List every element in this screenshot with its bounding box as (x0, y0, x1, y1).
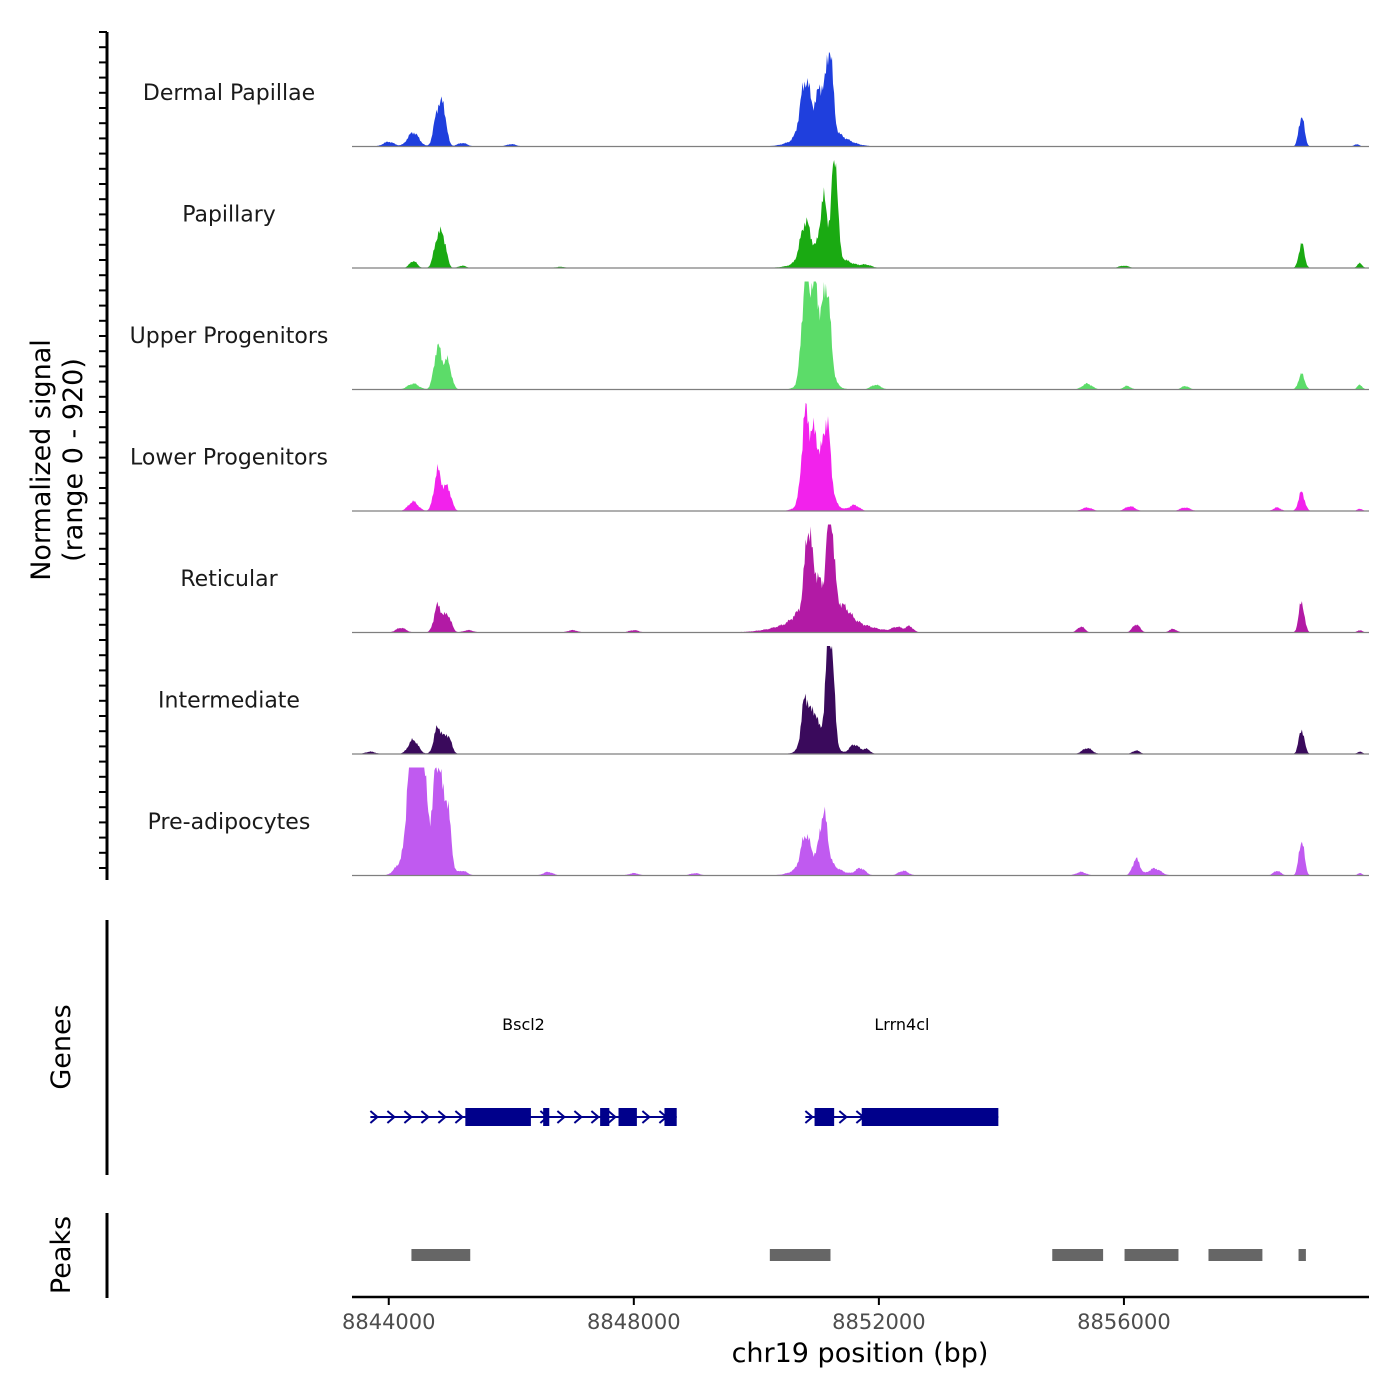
x-axis-title: chr19 position (bp) (732, 1338, 989, 1369)
signal-area (352, 646, 1369, 754)
signal-area (352, 524, 1369, 633)
strand-arrow (437, 1110, 447, 1124)
signal-y-axis-title: Normalized signal (range 0 - 920) (26, 339, 89, 581)
signal-area (352, 281, 1369, 390)
track-papillary: Papillary (182, 160, 1369, 269)
x-tick-label: 8848000 (587, 1310, 681, 1334)
peak-region (411, 1249, 471, 1261)
track-label: Pre-adipocytes (148, 810, 311, 835)
gene-label: Bscl2 (502, 1015, 545, 1034)
peak-region (769, 1249, 831, 1261)
peak-region (1124, 1249, 1179, 1261)
track-label: Dermal Papillae (143, 81, 315, 106)
strand-arrow (386, 1110, 396, 1124)
track-reticular: Reticular (180, 524, 1369, 634)
strand-arrow (420, 1110, 430, 1124)
gene-label: Lrrn4cl (874, 1015, 929, 1034)
strand-arrow (454, 1110, 464, 1124)
gene-lrrn4cl: Lrrn4cl (804, 1015, 999, 1126)
strand-arrow (804, 1110, 814, 1124)
gene-annotations: Bscl2 Lrrn4cl (369, 1015, 999, 1126)
gene-exon (600, 1108, 610, 1126)
gene-exon (814, 1108, 835, 1126)
track-dermal-papillae: Dermal Papillae (143, 51, 1369, 148)
signal-area (352, 51, 1369, 147)
track-label: Lower Progenitors (130, 446, 328, 471)
signal-area (352, 403, 1369, 511)
peak-regions (411, 1249, 1306, 1261)
track-label: Upper Progenitors (130, 324, 329, 349)
strand-arrow (641, 1110, 651, 1124)
track-lower-progenitors: Lower Progenitors (130, 403, 1369, 512)
peak-region (1052, 1249, 1104, 1261)
peak-region (1208, 1249, 1263, 1261)
y-axis-title-line1: Normalized signal (26, 339, 57, 581)
track-intermediate: Intermediate (158, 646, 1369, 755)
gene-exon (664, 1108, 677, 1126)
track-label: Reticular (180, 567, 278, 592)
x-ticks: 8844000 8848000 8852000 8856000 (342, 1297, 1171, 1334)
y-axis-title-line2: (range 0 - 920) (58, 358, 89, 562)
peaks-title: Peaks (46, 1216, 77, 1294)
peak-region (1298, 1249, 1306, 1261)
track-upper-progenitors: Upper Progenitors (130, 281, 1369, 391)
gene-bscl2: Bscl2 (369, 1015, 677, 1126)
x-axis: 8844000 8848000 8852000 8856000 (342, 1295, 1369, 1334)
track-label: Papillary (182, 203, 276, 228)
track-label: Intermediate (158, 689, 300, 714)
x-tick-label: 8852000 (832, 1310, 926, 1334)
signal-area (352, 160, 1369, 268)
gene-exon (861, 1108, 999, 1126)
signal-area (352, 767, 1369, 876)
strand-arrow (573, 1110, 583, 1124)
strand-arrow (607, 1110, 617, 1124)
signal-y-axis (99, 31, 109, 880)
strand-arrow (403, 1110, 413, 1124)
coverage-tracks: Dermal Papillae Papillary Upper Progenitor… (130, 51, 1369, 877)
strand-arrow (369, 1110, 379, 1124)
signal-y-ticks (99, 31, 107, 869)
strand-arrow (838, 1110, 848, 1124)
gene-exon (465, 1108, 531, 1126)
gene-exon (543, 1108, 550, 1126)
strand-arrow (556, 1110, 566, 1124)
x-tick-label: 8856000 (1077, 1310, 1171, 1334)
gene-exon (618, 1108, 637, 1126)
x-tick-label: 8844000 (342, 1310, 436, 1334)
track-pre-adipocytes: Pre-adipocytes (148, 767, 1369, 877)
strand-arrow (590, 1110, 600, 1124)
genes-title: Genes (46, 1004, 77, 1089)
